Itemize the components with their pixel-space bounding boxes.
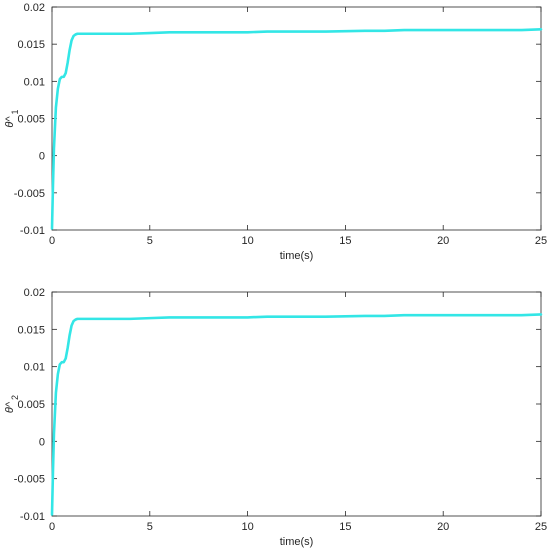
y-axis-label-symbol: θ^ [4,401,16,413]
y-tick-label: 0.005 [17,114,45,126]
y-tick-label: 0.015 [17,324,45,336]
y-tick-label: 0.01 [24,362,45,374]
axes-box [51,6,542,231]
x-tick-label: 0 [49,521,55,533]
x-tick-label: 25 [535,521,547,533]
x-tick-label: 0 [49,235,55,247]
y-axis-label: θ^ 1 [4,109,20,127]
y-axis-label-symbol: θ^ [4,116,16,128]
series-line [50,28,543,230]
plot-theta1: 0 5 10 15 20 25 -0.01 -0.005 0 0.005 0.01 0.015 0.02… [4,2,547,262]
y-tick-label: 0.02 [24,2,45,14]
x-tick-label: 20 [437,521,449,533]
y-tick-label: -0.005 [14,188,45,200]
x-tick-label: 15 [339,521,351,533]
x-tick-label: 5 [147,235,153,247]
y-tick-label: 0.005 [17,399,45,411]
y-axis-label-subscript: 2 [10,395,20,400]
y-tick-label: 0 [39,151,45,163]
y-axis-label-subscript: 1 [10,109,20,114]
y-tick-label: 0.015 [17,39,45,51]
plot-theta2: 0 5 10 15 20 25 -0.01 -0.005 0 0.005 0.01 0.015 0.02… [4,287,547,548]
x-tick-label: 15 [339,235,351,247]
x-axis-label: time(s) [280,536,314,548]
y-tick-label: -0.005 [14,474,45,486]
y-tick-label: 0 [39,436,45,448]
y-tick-label: 0.01 [24,76,45,88]
series-line [50,313,543,516]
x-tick-label: 10 [241,235,253,247]
y-tick-label: -0.01 [20,511,45,523]
x-tick-label: 10 [241,521,253,533]
y-tick-label: -0.01 [20,225,45,237]
y-axis-label: θ^2 [4,395,20,413]
x-tick-label: 5 [147,521,153,533]
x-tick-label: 25 [535,235,547,247]
y-tick-label: 0.02 [24,287,45,299]
x-tick-label: 20 [437,235,449,247]
x-axis-label: time(s) [280,250,314,262]
axes-box [51,291,542,517]
